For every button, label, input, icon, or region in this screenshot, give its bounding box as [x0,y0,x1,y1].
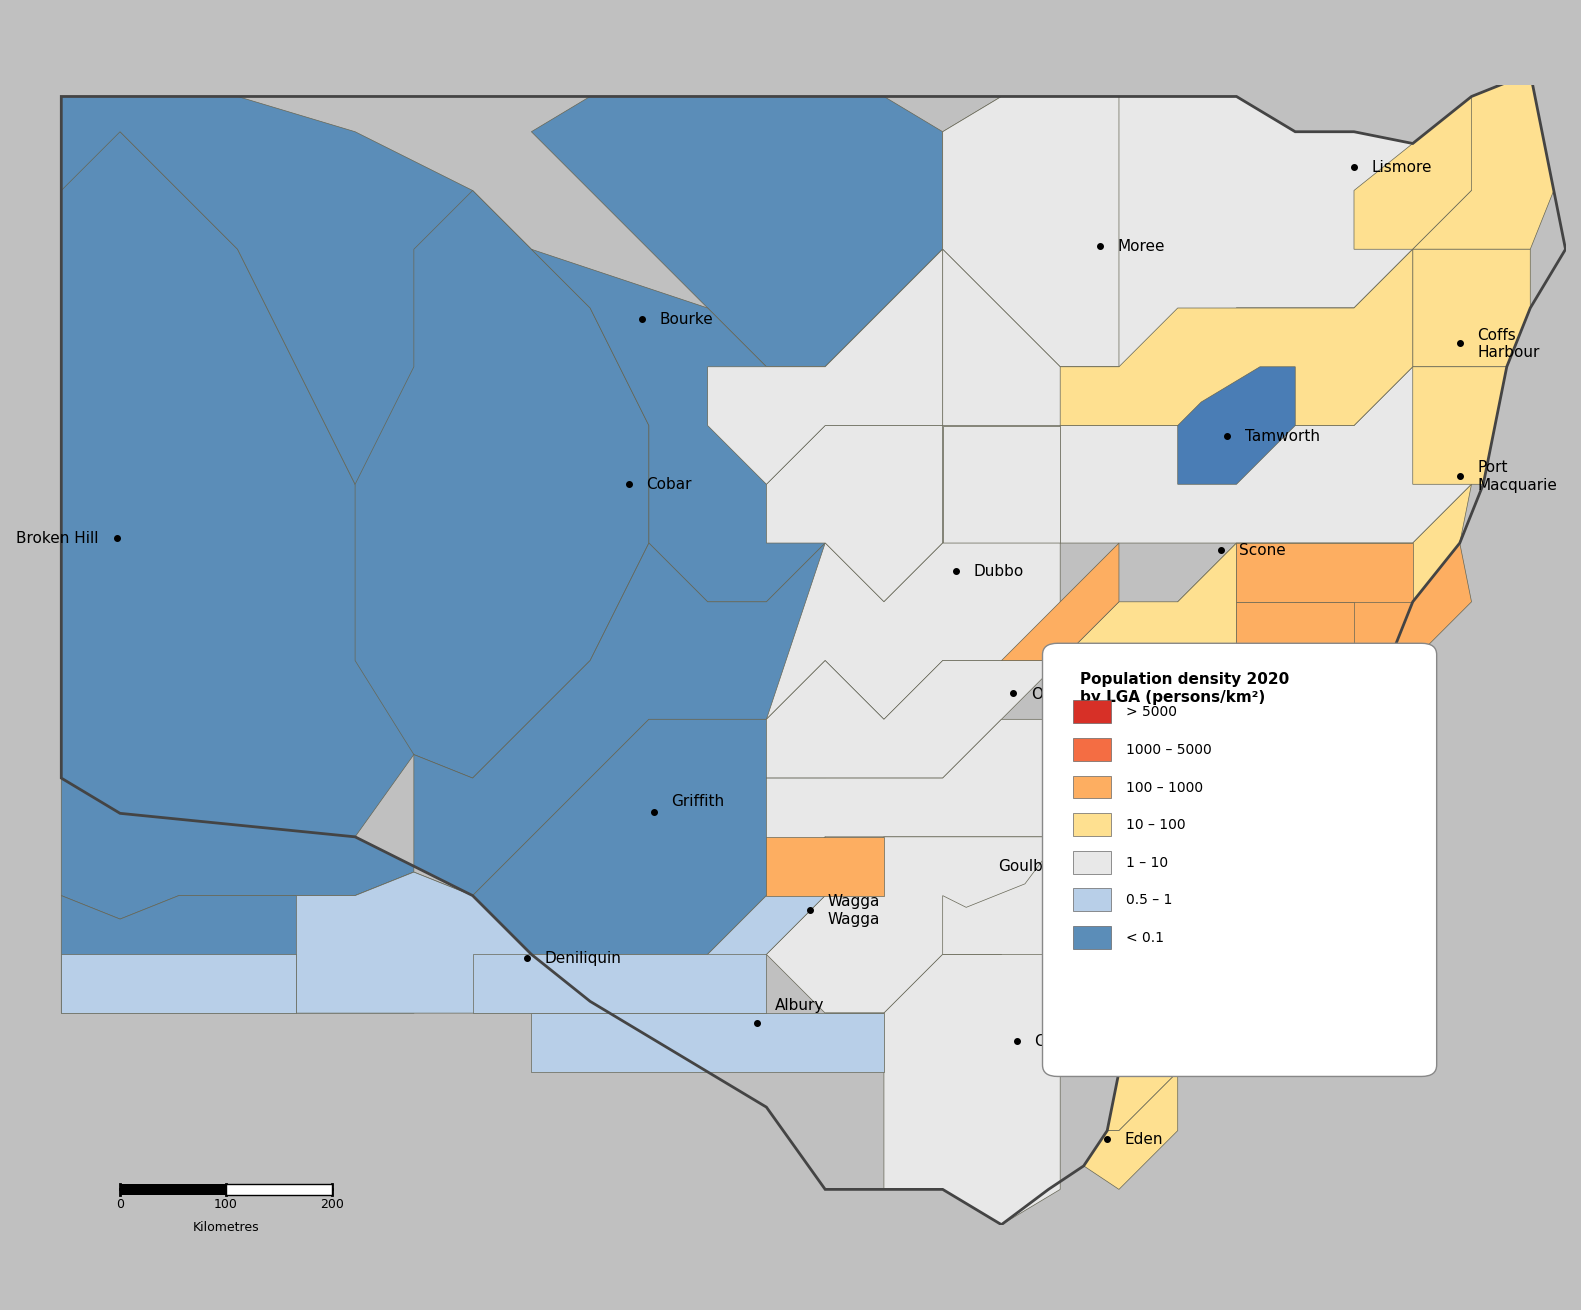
Polygon shape [296,837,825,1013]
Bar [1073,738,1111,761]
Text: > 5000: > 5000 [1126,705,1176,719]
Polygon shape [1178,485,1472,660]
Polygon shape [1413,250,1530,367]
Text: Sydney: Sydney [1279,756,1336,770]
Polygon shape [531,250,942,603]
Polygon shape [767,719,1061,896]
Text: 100: 100 [213,1197,237,1210]
Polygon shape [825,896,1061,1225]
Polygon shape [1213,837,1295,896]
Text: Bourke: Bourke [659,312,713,326]
Polygon shape [942,97,1119,367]
Text: Wagga
Wagga: Wagga Wagga [827,893,881,926]
Polygon shape [942,97,1413,367]
Polygon shape [1178,367,1295,485]
Text: Goulburn: Goulburn [998,859,1069,874]
Text: 10 – 100: 10 – 100 [1126,817,1186,832]
Polygon shape [473,955,767,1013]
Text: Tamworth: Tamworth [1244,430,1320,444]
Polygon shape [1083,1072,1178,1189]
Polygon shape [767,837,884,896]
Polygon shape [62,97,648,778]
Text: Moree: Moree [1118,238,1165,254]
Polygon shape [708,250,942,485]
Polygon shape [62,426,942,920]
Bar [1073,814,1111,836]
FancyBboxPatch shape [1042,643,1437,1077]
Text: Broken Hill: Broken Hill [16,532,100,546]
Bar [226,1183,332,1195]
Polygon shape [531,97,942,367]
Bar [120,1183,226,1195]
Text: Orange: Orange [1031,686,1088,701]
Polygon shape [1061,544,1236,660]
Polygon shape [62,955,296,1013]
Text: Wollongong: Wollongong [1241,821,1331,836]
Text: < 0.1: < 0.1 [1126,930,1164,945]
Polygon shape [1154,719,1178,778]
Polygon shape [356,191,648,778]
Text: Kilometres: Kilometres [193,1221,259,1234]
Bar [1073,926,1111,948]
Polygon shape [1225,743,1271,778]
Polygon shape [942,426,1061,544]
Polygon shape [1178,660,1353,719]
Polygon shape [1178,660,1236,719]
Polygon shape [942,837,1061,955]
Polygon shape [767,544,1061,719]
Text: Batemans
Bay: Batemans Bay [1157,963,1235,996]
Polygon shape [1202,719,1295,778]
Polygon shape [1001,544,1119,660]
Text: 0.5 – 1: 0.5 – 1 [1126,893,1172,907]
Text: 100 – 1000: 100 – 1000 [1126,781,1203,794]
Bar [1073,888,1111,912]
Polygon shape [1353,73,1541,250]
Bar [1073,776,1111,799]
Polygon shape [1178,719,1295,837]
Polygon shape [62,97,414,837]
Text: Deniliquin: Deniliquin [544,951,621,965]
Text: Eden: Eden [1124,1132,1164,1146]
Polygon shape [1236,544,1413,603]
Text: Griffith: Griffith [672,793,724,808]
Polygon shape [1178,719,1236,778]
Text: Cooma: Cooma [1034,1034,1088,1049]
Text: Population density 2020
by LGA (persons/km²): Population density 2020 by LGA (persons/… [1080,672,1290,705]
Polygon shape [62,544,942,1013]
Text: Newcastle: Newcastle [1342,645,1421,660]
Text: 1000 – 5000: 1000 – 5000 [1126,743,1211,757]
Polygon shape [1225,743,1271,778]
Polygon shape [531,1013,884,1072]
Text: 0: 0 [115,1197,123,1210]
Text: 1 – 10: 1 – 10 [1126,855,1168,870]
Bar [1073,701,1111,723]
Polygon shape [767,837,1061,1013]
Text: Scone: Scone [1240,542,1285,558]
Polygon shape [1295,544,1472,660]
Polygon shape [767,660,1061,778]
Polygon shape [1119,837,1295,896]
Text: Dubbo: Dubbo [974,565,1023,579]
Polygon shape [1413,73,1554,250]
Text: Lismore: Lismore [1372,160,1432,176]
Polygon shape [767,426,942,603]
Polygon shape [1107,955,1236,1131]
Text: 200: 200 [319,1197,343,1210]
Bar [1073,852,1111,874]
Polygon shape [1061,367,1472,544]
Text: Cobar: Cobar [647,477,692,493]
Polygon shape [1413,367,1507,485]
Polygon shape [1236,603,1353,660]
Text: Port
Macquarie: Port Macquarie [1477,460,1557,493]
Text: Coffs
Harbour: Coffs Harbour [1477,328,1540,360]
Polygon shape [1061,250,1413,426]
Text: Albury: Albury [775,997,824,1013]
Polygon shape [942,250,1413,426]
